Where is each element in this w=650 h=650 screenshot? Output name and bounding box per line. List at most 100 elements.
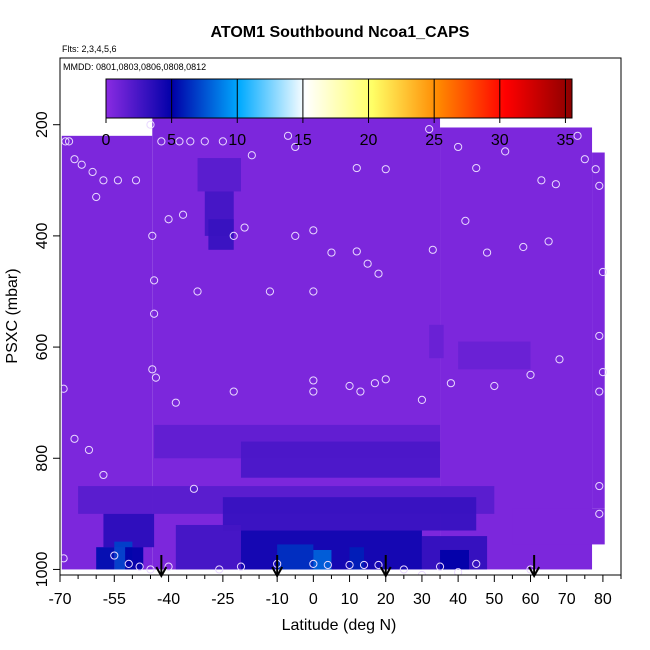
colorbar-tick-label: 15 xyxy=(294,132,312,149)
sample-point xyxy=(70,434,79,443)
sample-point xyxy=(428,245,437,254)
x-tick-label: -55 xyxy=(103,591,126,608)
sample-point xyxy=(490,381,499,391)
sample-point xyxy=(131,176,141,185)
x-tick-label: 0 xyxy=(309,591,318,608)
heatmap-cell xyxy=(208,219,234,250)
sample-point xyxy=(175,137,184,146)
chart-title: ATOM1 Southbound Ncoa1_CAPS xyxy=(211,24,470,41)
sample-point xyxy=(171,398,180,407)
sample-point xyxy=(64,137,74,146)
sample-point xyxy=(229,231,238,240)
sample-point xyxy=(283,131,293,140)
heatmap-cell xyxy=(125,547,144,570)
heatmap-cell xyxy=(349,547,365,570)
sample-point xyxy=(591,165,600,174)
sample-point xyxy=(77,160,86,169)
sample-point xyxy=(526,370,535,379)
sample-point xyxy=(218,137,227,146)
sample-point xyxy=(595,387,604,396)
heatmap-cell xyxy=(175,524,241,570)
sample-point xyxy=(99,176,108,185)
sample-point xyxy=(247,151,256,160)
sample-point xyxy=(461,216,470,225)
sample-point xyxy=(148,365,157,374)
sample-point xyxy=(150,309,159,318)
latitude-arrows xyxy=(155,555,541,579)
sample-point xyxy=(309,387,318,396)
sample-point xyxy=(178,210,188,219)
y-axis: 200 400 600 800 1000 xyxy=(34,111,60,587)
colorbar-tick-label: 35 xyxy=(557,132,575,149)
sample-point xyxy=(595,181,604,190)
sample-point xyxy=(345,381,354,391)
sample-point xyxy=(327,248,336,257)
y-tick-label: 200 xyxy=(34,111,51,138)
colorbar-tick-label: 20 xyxy=(360,132,378,149)
sample-point xyxy=(472,163,481,173)
sample-point xyxy=(84,445,94,455)
latitude-arrow xyxy=(528,555,541,579)
colorbar-scale xyxy=(106,79,572,118)
x-tick-label: 40 xyxy=(449,591,467,608)
sample-point xyxy=(110,551,119,560)
y-tick-label: 1000 xyxy=(34,552,51,588)
sample-point xyxy=(381,165,390,174)
sample-point xyxy=(309,376,318,385)
sample-point xyxy=(425,125,434,134)
sample-point xyxy=(381,375,390,384)
dates-subtitle: MMDD: 0801,0803,0806,0808,0812 xyxy=(63,62,206,72)
heatmap-coverage xyxy=(592,152,605,509)
sample-point xyxy=(146,565,155,574)
sample-point xyxy=(454,568,463,575)
heatmap-cell xyxy=(313,549,332,570)
colorbar-ticks: 0 5 10 15 20 25 30 35 xyxy=(102,118,575,149)
sample-point xyxy=(519,242,528,252)
sample-point xyxy=(265,287,275,296)
heatmap-cell xyxy=(440,549,469,570)
sample-point xyxy=(135,562,144,571)
sample-point xyxy=(544,237,553,246)
sample-point xyxy=(291,142,300,152)
sample-point xyxy=(417,570,427,575)
sample-point xyxy=(537,176,546,185)
sample-point xyxy=(359,560,369,570)
sample-point xyxy=(598,367,608,377)
sample-point xyxy=(595,481,604,491)
x-tick-label: 70 xyxy=(558,591,576,608)
sample-point xyxy=(240,223,249,232)
sample-point xyxy=(595,331,604,341)
sample-point xyxy=(124,559,133,568)
sample-point xyxy=(151,373,161,382)
plot-frame xyxy=(59,57,622,576)
x-axis-label: Latitude (deg N) xyxy=(282,617,397,634)
sample-point xyxy=(92,192,101,202)
sample-point xyxy=(555,355,564,364)
sample-point xyxy=(482,248,492,257)
sample-point xyxy=(61,137,70,146)
x-tick-label: 80 xyxy=(594,591,612,608)
sample-point xyxy=(417,395,427,404)
y-axis-label: PSXC (mbar) xyxy=(4,268,21,363)
x-tick-label: 50 xyxy=(485,591,503,608)
sample-point xyxy=(200,137,209,146)
sample-point xyxy=(148,231,157,240)
colorbar-tick-label: 10 xyxy=(228,132,246,149)
sample-point xyxy=(157,137,166,146)
sample-point xyxy=(595,509,604,518)
sample-point xyxy=(164,562,173,571)
x-tick-label: 60 xyxy=(522,591,540,608)
colorbar-tick-label: 25 xyxy=(425,132,443,149)
sample-point xyxy=(352,163,361,173)
sample-point xyxy=(309,287,318,296)
sample-point xyxy=(215,565,224,574)
heatmap-cell xyxy=(222,497,477,531)
x-tick-label: -10 xyxy=(266,591,289,608)
sample-point xyxy=(370,379,379,388)
arrow-head xyxy=(528,566,541,579)
sample-point xyxy=(189,484,199,493)
colorbar-tick-label: 0 xyxy=(102,132,111,149)
y-tick-label: 400 xyxy=(34,222,51,249)
sample-point xyxy=(363,259,372,268)
sample-point xyxy=(309,559,318,568)
